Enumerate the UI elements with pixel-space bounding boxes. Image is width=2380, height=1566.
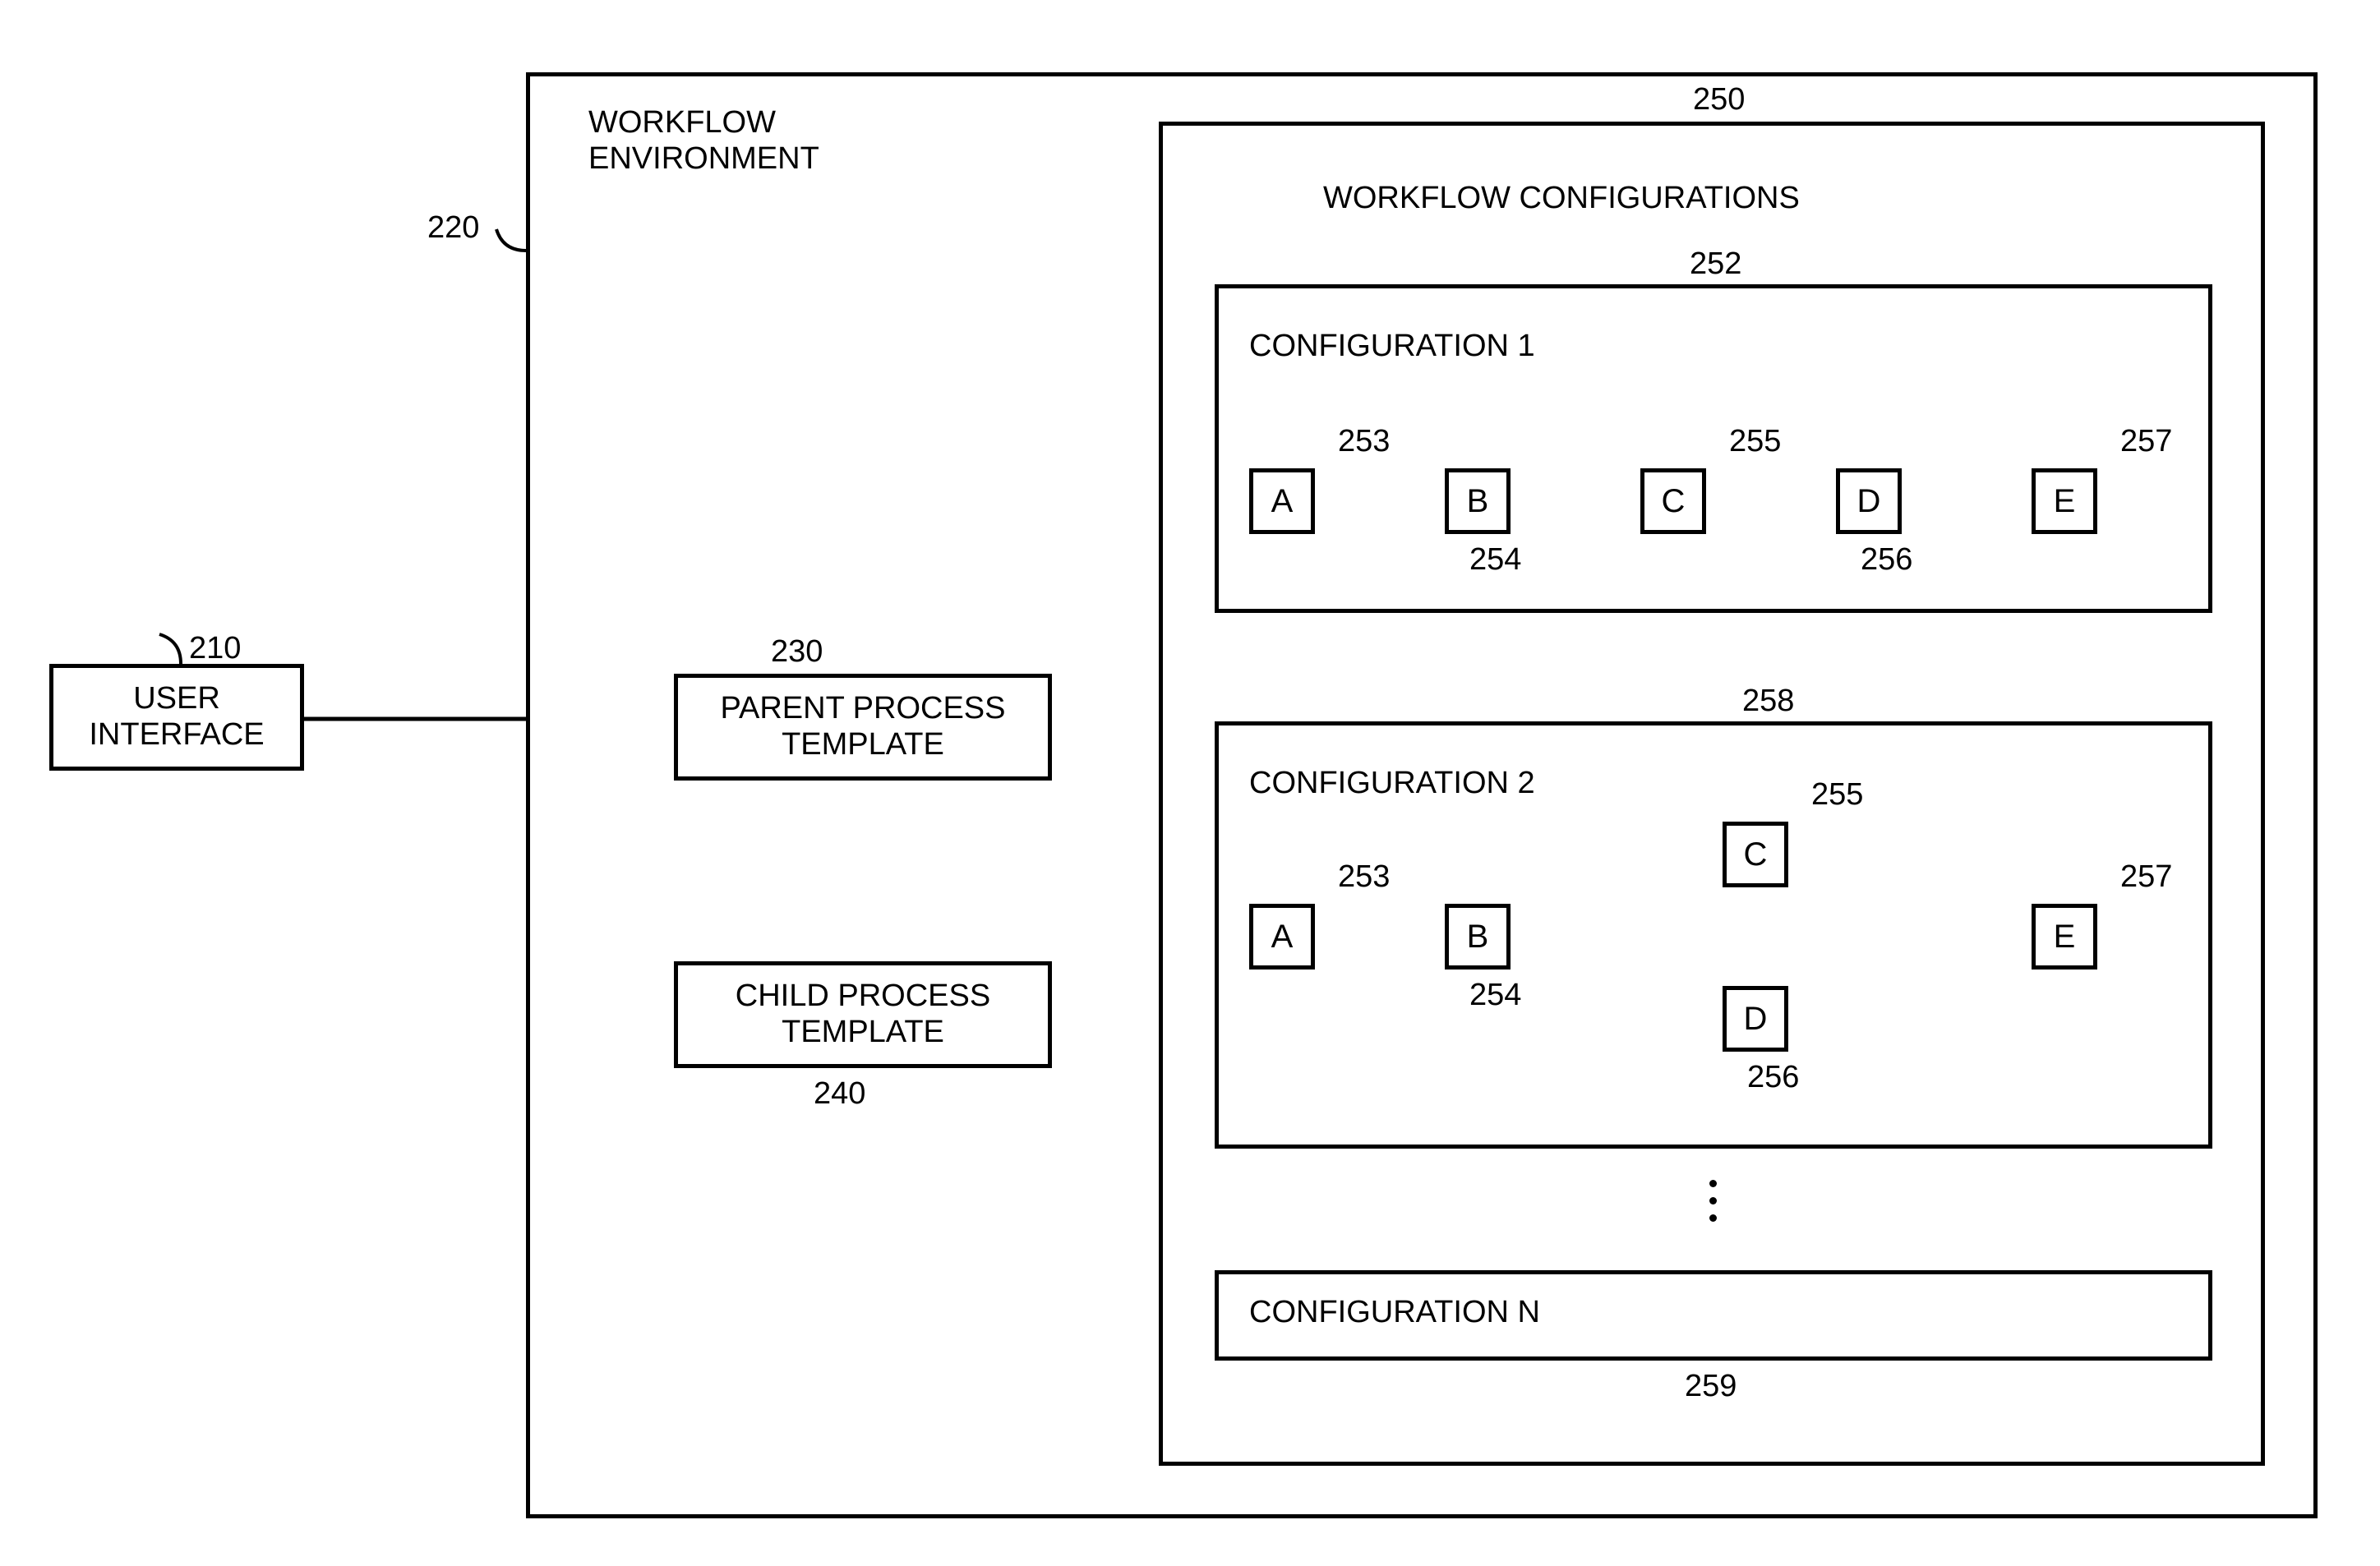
configuration-n-title: CONFIGURATION N xyxy=(1249,1295,1540,1330)
config2-node-C-num: 255 xyxy=(1811,777,1863,813)
child-process-box: CHILD PROCESS TEMPLATE xyxy=(674,961,1052,1068)
user-interface-box: USER INTERFACE xyxy=(49,664,304,771)
config1-node-A-num: 253 xyxy=(1338,424,1390,459)
config1-node-D-num: 256 xyxy=(1861,542,1912,578)
config1-node-C: C xyxy=(1640,468,1706,534)
config2-node-D-num: 256 xyxy=(1747,1060,1799,1095)
config2-node-E: E xyxy=(2032,904,2097,970)
config1-node-B: B xyxy=(1445,468,1511,534)
parent-process-box: PARENT PROCESS TEMPLATE xyxy=(674,674,1052,781)
config2-node-D: D xyxy=(1723,986,1788,1052)
workflow-configurations-num: 250 xyxy=(1693,82,1745,117)
workflow-environment-num: 220 xyxy=(427,210,479,246)
workflow-configurations-title: WORKFLOW CONFIGURATIONS xyxy=(1323,181,1800,216)
config2-node-C: C xyxy=(1723,822,1788,887)
config2-node-A: A xyxy=(1249,904,1315,970)
parent-process-num: 230 xyxy=(771,634,823,670)
user-interface-num: 210 xyxy=(189,631,241,666)
config1-node-A: A xyxy=(1249,468,1315,534)
config1-node-E: E xyxy=(2032,468,2097,534)
config2-node-E-num: 257 xyxy=(2120,859,2172,895)
configuration-1-title: CONFIGURATION 1 xyxy=(1249,329,1535,364)
configuration-2-num: 258 xyxy=(1742,684,1794,719)
config1-node-C-num: 255 xyxy=(1729,424,1781,459)
config2-node-B: B xyxy=(1445,904,1511,970)
configuration-n-num: 259 xyxy=(1685,1369,1737,1404)
configuration-1-num: 252 xyxy=(1690,246,1741,282)
config1-node-D: D xyxy=(1836,468,1902,534)
config2-node-A-num: 253 xyxy=(1338,859,1390,895)
config1-node-B-num: 254 xyxy=(1469,542,1521,578)
config1-node-E-num: 257 xyxy=(2120,424,2172,459)
configurations-ellipsis xyxy=(1709,1180,1717,1222)
configuration-2-title: CONFIGURATION 2 xyxy=(1249,766,1535,801)
child-process-num: 240 xyxy=(814,1076,865,1112)
workflow-environment-title: WORKFLOW ENVIRONMENT xyxy=(588,105,819,177)
config2-node-B-num: 254 xyxy=(1469,978,1521,1013)
